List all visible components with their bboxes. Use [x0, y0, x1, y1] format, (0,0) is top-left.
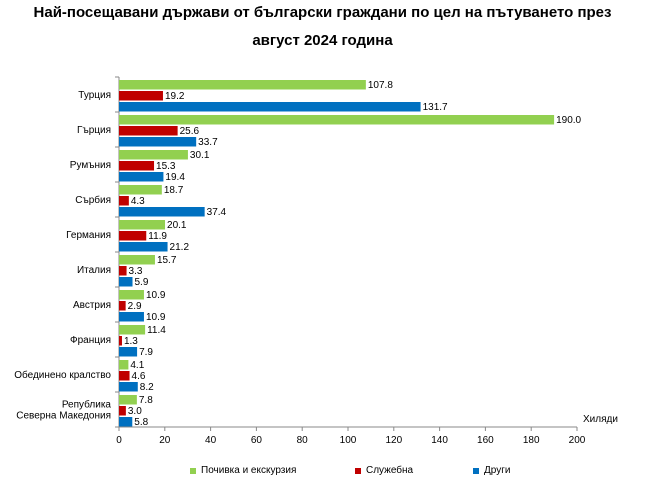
bar-business [119, 301, 126, 311]
data-label: 30.1 [190, 150, 210, 161]
data-label: 4.1 [130, 360, 144, 371]
data-label: 37.4 [207, 207, 227, 218]
bar-business [119, 371, 130, 381]
bar-other [119, 312, 144, 322]
category-label: Турция [78, 90, 111, 101]
bar-vacation [119, 360, 129, 370]
data-label: 10.9 [146, 312, 166, 323]
data-label: 10.9 [146, 290, 166, 301]
bar-other [119, 417, 133, 427]
unit-label: Хиляди [583, 414, 618, 425]
category-label: Румъния [70, 160, 111, 171]
bar-other [119, 207, 205, 217]
data-label: 2.9 [128, 301, 142, 312]
x-tick-label: 120 [385, 435, 402, 446]
legend-swatch-other [473, 467, 479, 474]
bar-business [119, 406, 126, 416]
data-label: 5.9 [135, 277, 149, 288]
legend-label-other: Други [484, 465, 511, 476]
data-label: 11.9 [148, 231, 167, 242]
data-label: 3.0 [128, 406, 142, 417]
bar-chart: 0 20 40 60 80 100 120 140 160 180 200 Турция 107.8 19… [14, 76, 586, 446]
bar-vacation [119, 290, 144, 300]
x-tick-label: 160 [477, 435, 494, 446]
x-tick-label: 180 [523, 435, 540, 446]
bar-business [119, 161, 155, 171]
bar-vacation [119, 325, 146, 335]
bar-business [119, 336, 122, 346]
data-label: 20.1 [167, 220, 187, 231]
data-label: 190.0 [556, 115, 581, 126]
bar-vacation [119, 395, 137, 405]
x-tick-label: 200 [569, 435, 586, 446]
x-tick-label: 20 [159, 435, 171, 446]
x-tick-label: 60 [251, 435, 263, 446]
data-label: 19.2 [165, 91, 185, 102]
legend-item-business: Служебна [355, 465, 413, 476]
data-label: 107.8 [368, 80, 393, 91]
x-tick-label: 100 [340, 435, 357, 446]
bar-other [119, 102, 421, 112]
legend-item-vacation: Почивка и екскурзия [190, 465, 296, 476]
category-label: Обединено кралство [14, 369, 111, 381]
category-label: Република [62, 399, 112, 411]
data-label: 7.9 [139, 347, 153, 358]
category-label: Гърция [77, 125, 111, 136]
bar-vacation [119, 220, 166, 230]
chart-title-line-2: август 2024 година [252, 32, 393, 49]
bar-vacation [119, 80, 366, 90]
bar-vacation [119, 185, 162, 195]
data-label: 33.7 [198, 137, 218, 148]
x-tick-label: 80 [297, 435, 309, 446]
bar-business [119, 126, 178, 136]
data-label: 11.4 [147, 325, 166, 336]
x-tick-label: 140 [431, 435, 448, 446]
bar-other [119, 347, 138, 357]
data-label: 18.7 [164, 185, 184, 196]
category-label: Франция [70, 335, 111, 346]
category-label: Австрия [73, 300, 111, 311]
data-label: 21.2 [170, 242, 190, 253]
bar-business [119, 231, 147, 241]
legend-swatch-business [355, 467, 361, 474]
category-label: Италия [77, 265, 111, 276]
data-label: 1.3 [124, 336, 138, 347]
data-label: 3.3 [129, 266, 143, 277]
legend-label-vacation: Почивка и екскурзия [201, 465, 297, 476]
data-label: 15.7 [157, 255, 177, 266]
bar-other [119, 172, 164, 182]
x-tick-label: 40 [205, 435, 217, 446]
category-label: Сърбия [75, 194, 111, 206]
legend-label-business: Служебна [366, 465, 414, 476]
data-label: 4.3 [131, 196, 145, 207]
legend-item-other: Други [473, 465, 510, 476]
bar-business [119, 91, 163, 101]
bar-other [119, 277, 133, 287]
x-tick-label: 0 [116, 435, 122, 446]
category-label: Германия [66, 230, 111, 241]
data-label: 15.3 [156, 161, 176, 172]
category-label: Северна Македония [16, 411, 111, 422]
legend-swatch-vacation [190, 467, 196, 474]
chart-legend: Почивка и екскурзия Служебна Други [0, 465, 645, 479]
bar-other [119, 137, 197, 147]
bar-vacation [119, 150, 188, 160]
data-label: 7.8 [139, 395, 153, 406]
bar-vacation [119, 115, 555, 125]
bar-vacation [119, 255, 155, 265]
bar-other [119, 382, 138, 392]
chart-title-line-1: Най-посещавани държави от български граж… [33, 4, 612, 21]
bar-other [119, 242, 168, 252]
data-label: 25.6 [180, 126, 200, 137]
data-label: 4.6 [132, 371, 146, 382]
bar-business [119, 266, 127, 276]
data-label: 8.2 [140, 382, 154, 393]
data-label: 131.7 [423, 102, 448, 113]
data-label: 5.8 [134, 417, 148, 428]
data-label: 19.4 [165, 172, 185, 183]
bar-business [119, 196, 129, 206]
